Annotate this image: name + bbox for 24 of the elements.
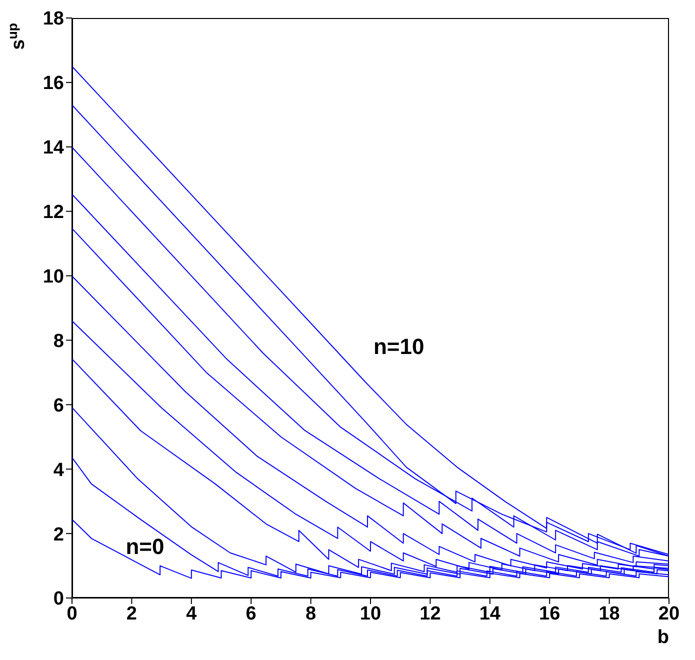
annotation: n=10 <box>373 334 424 360</box>
y-tick-label: 14 <box>42 138 64 159</box>
y-tick-label: 0 <box>53 588 64 610</box>
x-tick-label: 20 <box>658 603 680 624</box>
y-tick-label: 6 <box>53 395 64 416</box>
annotation: n=0 <box>126 534 164 560</box>
x-tick-label: 2 <box>126 603 137 624</box>
x-tick-label: 14 <box>479 603 501 624</box>
y-tick-label: 18 <box>42 8 64 30</box>
y-tick-label: 10 <box>42 266 64 288</box>
x-tick-label: 8 <box>306 603 316 624</box>
x-tick-label: 12 <box>420 603 441 624</box>
y-tick-label: 8 <box>53 330 64 352</box>
y-tick-label: 12 <box>42 202 64 224</box>
y-tick-label: 16 <box>42 73 64 94</box>
x-tick-label: 4 <box>186 603 198 624</box>
x-tick-label: 6 <box>246 603 256 624</box>
x-tick-label: 0 <box>66 603 78 624</box>
x-tick-label: 18 <box>598 603 620 624</box>
x-tick-label: 16 <box>539 603 560 624</box>
y-tick-label: 4 <box>53 460 64 481</box>
x-tick-label: 10 <box>360 603 382 624</box>
y-tick-label: 2 <box>53 524 64 546</box>
x-axis-title: b <box>657 627 669 648</box>
